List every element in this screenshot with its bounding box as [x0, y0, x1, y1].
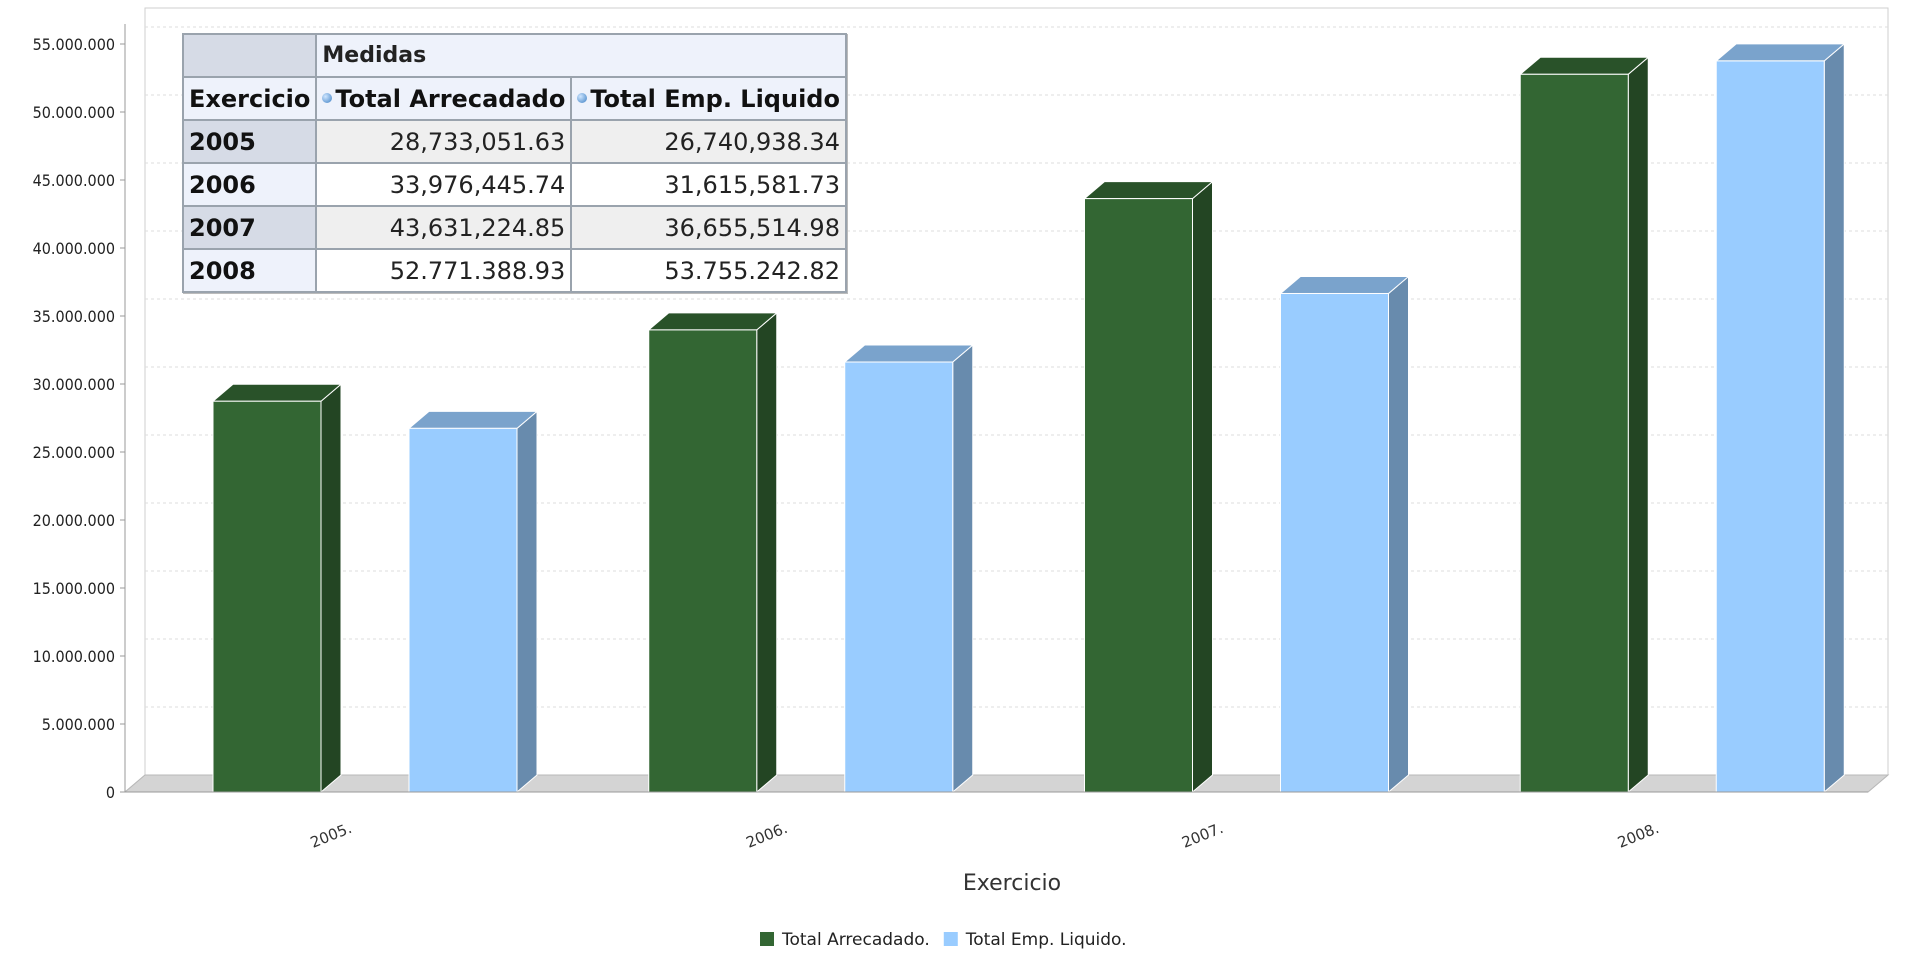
bar [407, 410, 539, 794]
bar [843, 343, 975, 794]
table-cell: 53.755.242.82 [570, 248, 847, 293]
bar-front [1280, 292, 1389, 793]
sort-dot-icon [577, 92, 588, 103]
row-header: 2006 [181, 162, 318, 207]
y-axis: 0 5.000.000 10.000.000 15.000.000 20.000.000… [33, 24, 126, 802]
bars [211, 42, 1846, 794]
bar-side [1192, 180, 1213, 794]
y-tick-label: 15.000.000 [33, 579, 115, 598]
bar-top [1518, 56, 1650, 75]
bar [211, 383, 343, 794]
bar-side [516, 410, 538, 794]
bar-side [320, 383, 342, 794]
table-corner [181, 33, 318, 78]
legend-label: Total Emp. Liquido. [965, 930, 1127, 950]
bar-side [756, 311, 778, 794]
bar-top [1714, 43, 1846, 62]
table-row: 2007 43,631,224.85 36,655,514.98 [181, 205, 847, 250]
bar [1279, 275, 1410, 794]
row-dimension-header: Exercicio [181, 76, 318, 121]
bar-top [1083, 181, 1214, 200]
table-column-header-row: Exercicio Total Arrecadado Total Emp. Li… [181, 76, 847, 121]
row-header: 2005 [181, 119, 318, 164]
y-tick-label: 25.000.000 [33, 443, 115, 462]
table-row: 2005 28,733,051.63 26,740,938.34 [181, 119, 847, 164]
table-row: 2006 33,976,445.74 31,615,581.73 [181, 162, 847, 207]
table-cell: 26,740,938.34 [570, 119, 847, 164]
bar-side [952, 343, 974, 794]
x-tick-label: 2006. [743, 819, 790, 852]
y-tick-label: 5.000.000 [42, 715, 115, 734]
legend-swatch [760, 932, 774, 946]
y-tick-label: 50.000.000 [33, 103, 115, 122]
y-tick-label: 40.000.000 [33, 239, 115, 258]
y-tick-label: 55.000.000 [33, 35, 115, 54]
y-tick-label: 0 [106, 783, 115, 802]
legend-swatch [943, 932, 958, 946]
bar-front [212, 400, 322, 793]
bar-side [1823, 42, 1845, 794]
bar-side [1388, 275, 1409, 794]
bar-front [1519, 73, 1629, 793]
bar-front [844, 361, 954, 793]
x-tick-label: 2008. [1615, 819, 1662, 852]
y-tick-label: 35.000.000 [33, 307, 115, 326]
bar-front [648, 329, 758, 793]
table-row: 2008 52.771.388.93 53.755.242.82 [181, 248, 847, 293]
row-header: 2008 [181, 248, 318, 293]
table-header-row: Medidas [181, 33, 847, 78]
table-cell: 43,631,224.85 [315, 205, 573, 250]
data-table: Medidas Exercicio Total Arrecadado Total… [181, 33, 847, 293]
y-tick-label: 30.000.000 [33, 375, 115, 394]
bar-front [1084, 198, 1193, 793]
x-tick-label: 2007. [1179, 819, 1226, 852]
column-header-total-emp-liquido[interactable]: Total Emp. Liquido [570, 76, 847, 121]
bar-side [1627, 56, 1649, 794]
bar-top [1279, 275, 1410, 294]
sort-dot-icon [322, 92, 333, 103]
x-tick-label: 2005. [308, 819, 355, 852]
bar [1714, 42, 1846, 794]
bar-top [843, 344, 975, 363]
table-cell: 31,615,581.73 [570, 162, 847, 207]
legend-label: Total Arrecadado. [781, 930, 930, 950]
table-cell: 36,655,514.98 [570, 205, 847, 250]
bar-top [647, 312, 779, 331]
table-cell: 33,976,445.74 [315, 162, 573, 207]
row-header: 2007 [181, 205, 318, 250]
bar-top [407, 410, 539, 429]
bar [647, 311, 779, 794]
bar [1518, 56, 1650, 794]
bar-front [408, 427, 518, 793]
measures-header: Medidas [315, 33, 847, 78]
table-cell: 28,733,051.63 [315, 119, 573, 164]
y-tick-label: 45.000.000 [33, 171, 115, 190]
x-axis-title: Exercicio [963, 871, 1061, 896]
bar-top [211, 383, 343, 402]
table-cell: 52.771.388.93 [315, 248, 573, 293]
x-axis: 2005. 2006. 2007. 2008. [125, 791, 1868, 852]
y-tick-label: 20.000.000 [33, 511, 115, 530]
y-tick-label: 10.000.000 [33, 647, 115, 666]
column-header-total-arrecadado[interactable]: Total Arrecadado [315, 76, 573, 121]
bar-front [1715, 60, 1825, 793]
legend: Total Arrecadado. Total Emp. Liquido. [760, 930, 1127, 950]
bar [1083, 180, 1214, 794]
